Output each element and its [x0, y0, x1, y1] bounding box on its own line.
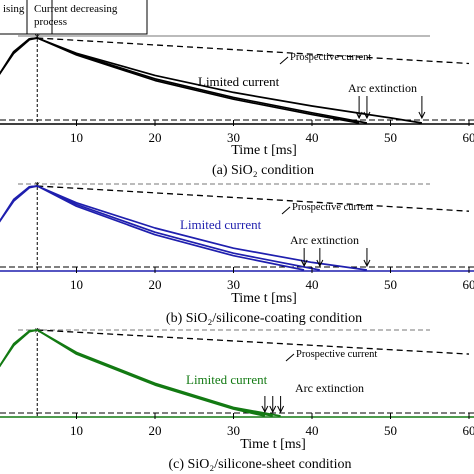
- prospective-leader-line: [281, 206, 291, 215]
- prospective-current-line: [37, 37, 470, 65]
- arc-extinction-label: Arc extinction: [295, 381, 364, 395]
- arrow-head-icon: [269, 405, 277, 414]
- peak-cross-icon: ×: [34, 31, 40, 43]
- panel-c-plot-area: × 10 20 30 40 50 60 Limited current Prospective …: [0, 325, 474, 438]
- limited-current-series-2: [0, 185, 320, 271]
- limited-current-label: Limited current: [198, 74, 280, 89]
- arc-extinction-label: Arc extinction: [348, 81, 417, 95]
- panel-b-plot-area: × 10 20 30 40 50 60 Limited current Prospective …: [0, 179, 474, 292]
- panel-c-caption: (c) SiO₂/silicone-sheet condition: [169, 457, 352, 472]
- prospective-current-label: Prospective current: [292, 202, 373, 213]
- x-tick-label: 60: [463, 423, 474, 438]
- arc-extinction-label: Arc extinction: [290, 233, 359, 247]
- panel-b-caption: (b) SiO₂/silicone-coating condition: [166, 311, 362, 326]
- x-tick-label: 30: [227, 423, 240, 438]
- rising-phase-label: ising: [3, 3, 25, 15]
- x-tick-label: 10: [70, 130, 83, 145]
- panel-a-xlabel: Time t [ms]: [231, 143, 297, 158]
- prospective-current-label: Prospective current: [296, 349, 377, 360]
- prospective-leader-line: [279, 56, 289, 65]
- prospective-leader-line: [285, 353, 295, 362]
- prospective-current-line: [37, 185, 470, 212]
- limited-current-series-3: [0, 185, 368, 271]
- rising-phase-box: [0, 0, 53, 35]
- x-tick-label: 40: [306, 423, 319, 438]
- limited-current-series-2: [0, 37, 368, 124]
- x-tick-label: 30: [227, 130, 240, 145]
- arrow-head-icon: [316, 259, 324, 268]
- limited-current-series-3: [0, 37, 423, 124]
- arrow-head-icon: [363, 259, 371, 268]
- limited-current-series-3: [0, 329, 281, 417]
- decreasing-phase-label-line2: process: [34, 16, 67, 28]
- decreasing-phase-box: [26, 0, 148, 35]
- arrow-head-icon: [418, 111, 426, 120]
- x-tick-label: 20: [149, 130, 162, 145]
- x-tick-label: 60: [463, 277, 474, 292]
- arrow-head-icon: [261, 405, 269, 414]
- panel-a-xlabel-text: Time t [ms]: [231, 143, 297, 158]
- x-tick-label: 10: [70, 423, 83, 438]
- panel-a-caption: (a) SiO₂ condition: [212, 163, 314, 178]
- limited-current-label: Limited current: [180, 217, 262, 232]
- arrow-head-icon: [300, 259, 308, 268]
- x-tick-label: 50: [384, 130, 397, 145]
- x-tick-label: 40: [306, 277, 319, 292]
- x-tick-label: 40: [306, 130, 319, 145]
- prospective-current-line: [37, 329, 470, 355]
- panel-c-xlabel: Time t [ms]: [240, 437, 306, 452]
- arrow-head-icon: [277, 405, 285, 414]
- prospective-current-label: Prospective current: [290, 52, 371, 63]
- peak-cross-icon: ×: [34, 325, 40, 337]
- x-tick-label: 60: [463, 130, 474, 145]
- x-tick-label: 20: [149, 277, 162, 292]
- x-tick-label: 50: [384, 423, 397, 438]
- arrow-head-icon: [355, 111, 363, 120]
- panel-a-plot-area: × 10 20 30 40 50 60 Limited current Prospective …: [0, 31, 474, 145]
- arrow-head-icon: [363, 111, 371, 120]
- x-tick-label: 20: [149, 423, 162, 438]
- panel-b: × 10 20 30 40 50 60 Limited current Prospective …: [0, 179, 474, 326]
- peak-cross-icon: ×: [34, 179, 40, 191]
- x-tick-label: 30: [227, 277, 240, 292]
- decreasing-phase-label-line1: Current decreasing: [34, 3, 118, 15]
- x-tick-label: 50: [384, 277, 397, 292]
- panel-b-xlabel: Time t [ms]: [231, 291, 297, 306]
- panel-c: × 10 20 30 40 50 60 Limited current Prospective …: [0, 325, 474, 472]
- panel-a: × 10 20 30 40 50 60 Limited current Prospective …: [0, 31, 474, 178]
- header-phase-labels: ising Current decreasing process: [0, 0, 148, 35]
- x-tick-label: 10: [70, 277, 83, 292]
- limited-current-label: Limited current: [186, 372, 268, 387]
